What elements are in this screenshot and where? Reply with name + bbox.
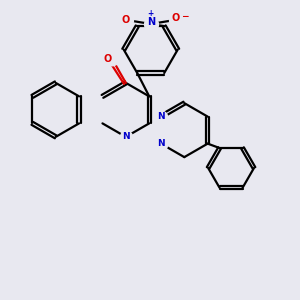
Text: O: O xyxy=(171,14,180,23)
Text: +: + xyxy=(147,9,153,18)
Text: N: N xyxy=(122,132,130,141)
Text: N: N xyxy=(147,17,155,28)
Text: N: N xyxy=(157,139,165,148)
Text: N: N xyxy=(157,112,165,121)
Text: O: O xyxy=(104,54,112,64)
Text: −: − xyxy=(181,12,188,21)
Text: O: O xyxy=(122,15,130,25)
